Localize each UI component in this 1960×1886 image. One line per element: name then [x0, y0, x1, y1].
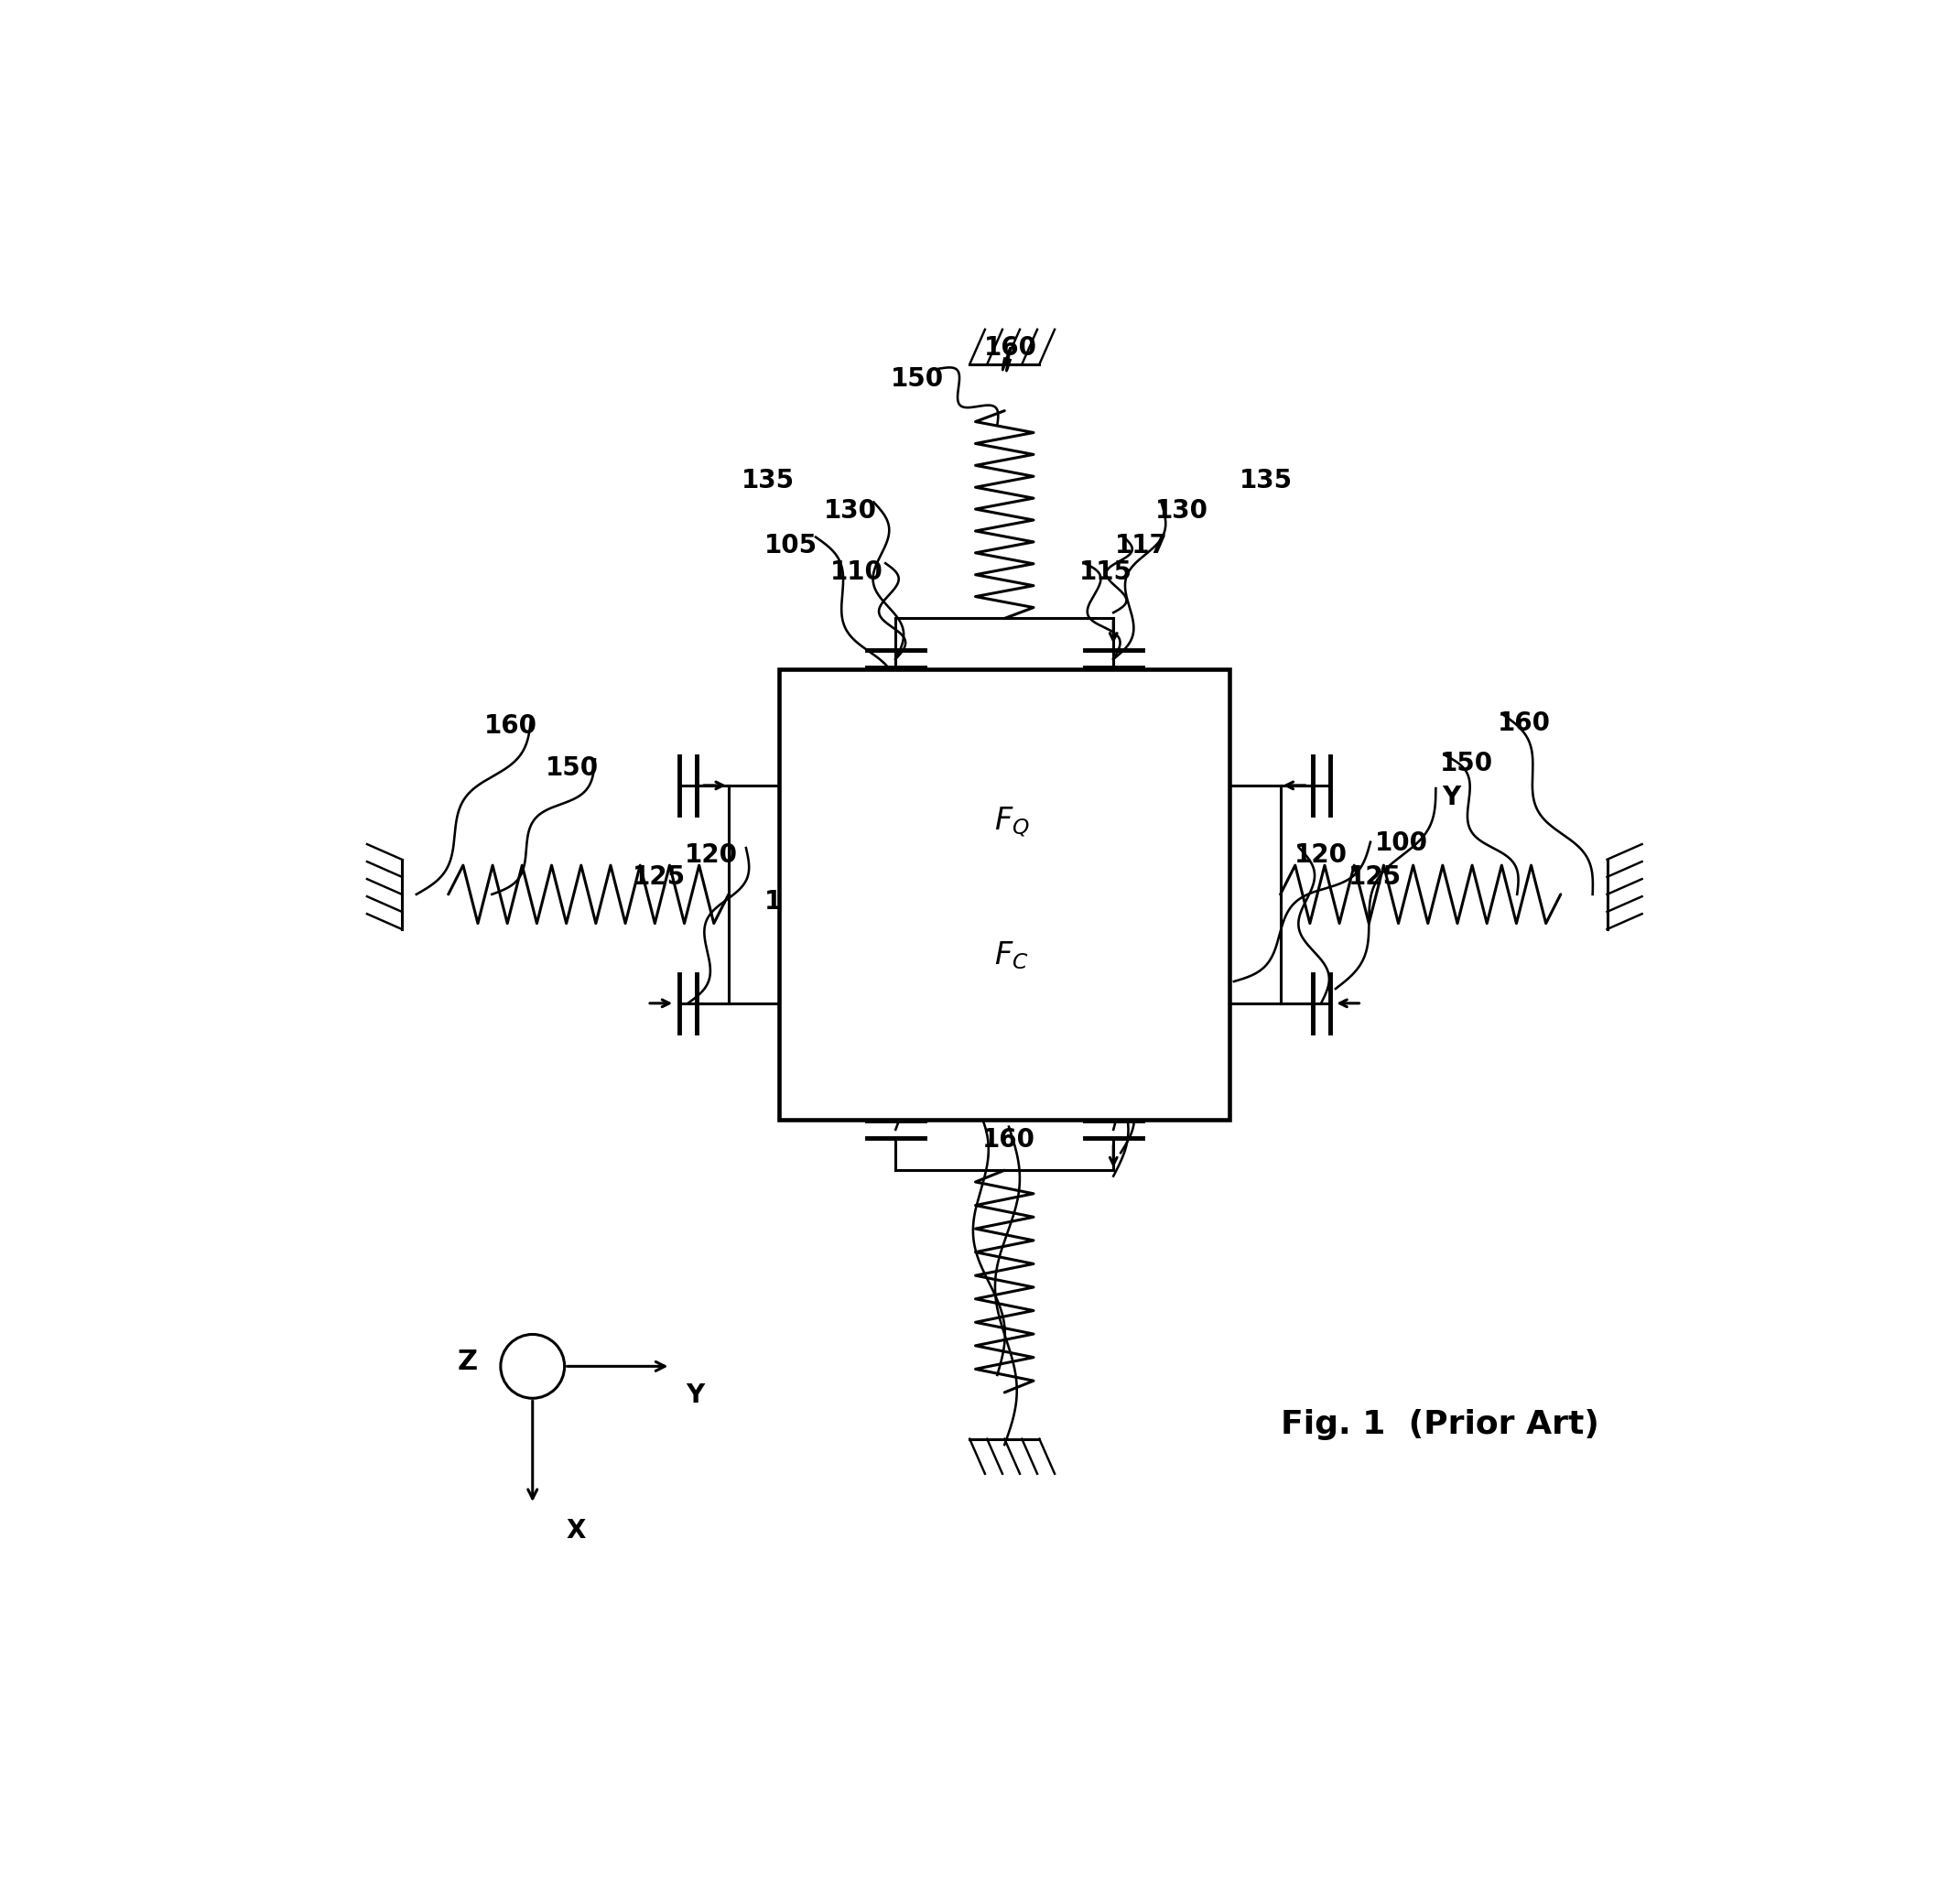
Text: 115: 115	[1076, 862, 1129, 886]
Text: 110: 110	[829, 558, 882, 585]
Text: 110: 110	[829, 862, 882, 886]
Text: Fig. 1  (Prior Art): Fig. 1 (Prior Art)	[1282, 1409, 1599, 1441]
Text: 135: 135	[1239, 468, 1292, 494]
Text: 105: 105	[764, 534, 817, 558]
Text: 150: 150	[545, 754, 598, 781]
Text: 120: 120	[684, 843, 737, 868]
Text: 125: 125	[633, 864, 686, 890]
Text: 160: 160	[982, 1128, 1035, 1152]
Text: 115: 115	[1080, 558, 1133, 585]
Text: 160: 160	[1497, 711, 1550, 736]
Text: 130: 130	[823, 498, 878, 524]
Text: Y: Y	[686, 1382, 704, 1409]
Text: 150: 150	[1441, 751, 1494, 777]
Text: 150: 150	[890, 366, 945, 392]
Text: 120: 120	[1294, 843, 1348, 868]
Text: 135: 135	[741, 468, 794, 494]
Text: 150: 150	[925, 1096, 978, 1122]
Text: X: X	[566, 1518, 586, 1543]
Text: 117: 117	[1115, 534, 1168, 558]
Text: 125: 125	[1348, 864, 1401, 890]
Text: 130: 130	[1154, 498, 1207, 524]
Text: 117: 117	[1123, 920, 1176, 947]
Text: 105: 105	[764, 888, 817, 915]
Text: 100: 100	[1374, 830, 1429, 856]
Text: 160: 160	[484, 713, 537, 739]
Text: X: X	[1137, 951, 1156, 977]
Text: $F_C$: $F_C$	[994, 939, 1029, 971]
Text: $F_Q$: $F_Q$	[994, 805, 1029, 839]
Text: 160: 160	[984, 336, 1037, 360]
Text: Y: Y	[1443, 785, 1460, 809]
Bar	[780, 670, 1229, 1120]
Text: Z: Z	[457, 1348, 478, 1375]
